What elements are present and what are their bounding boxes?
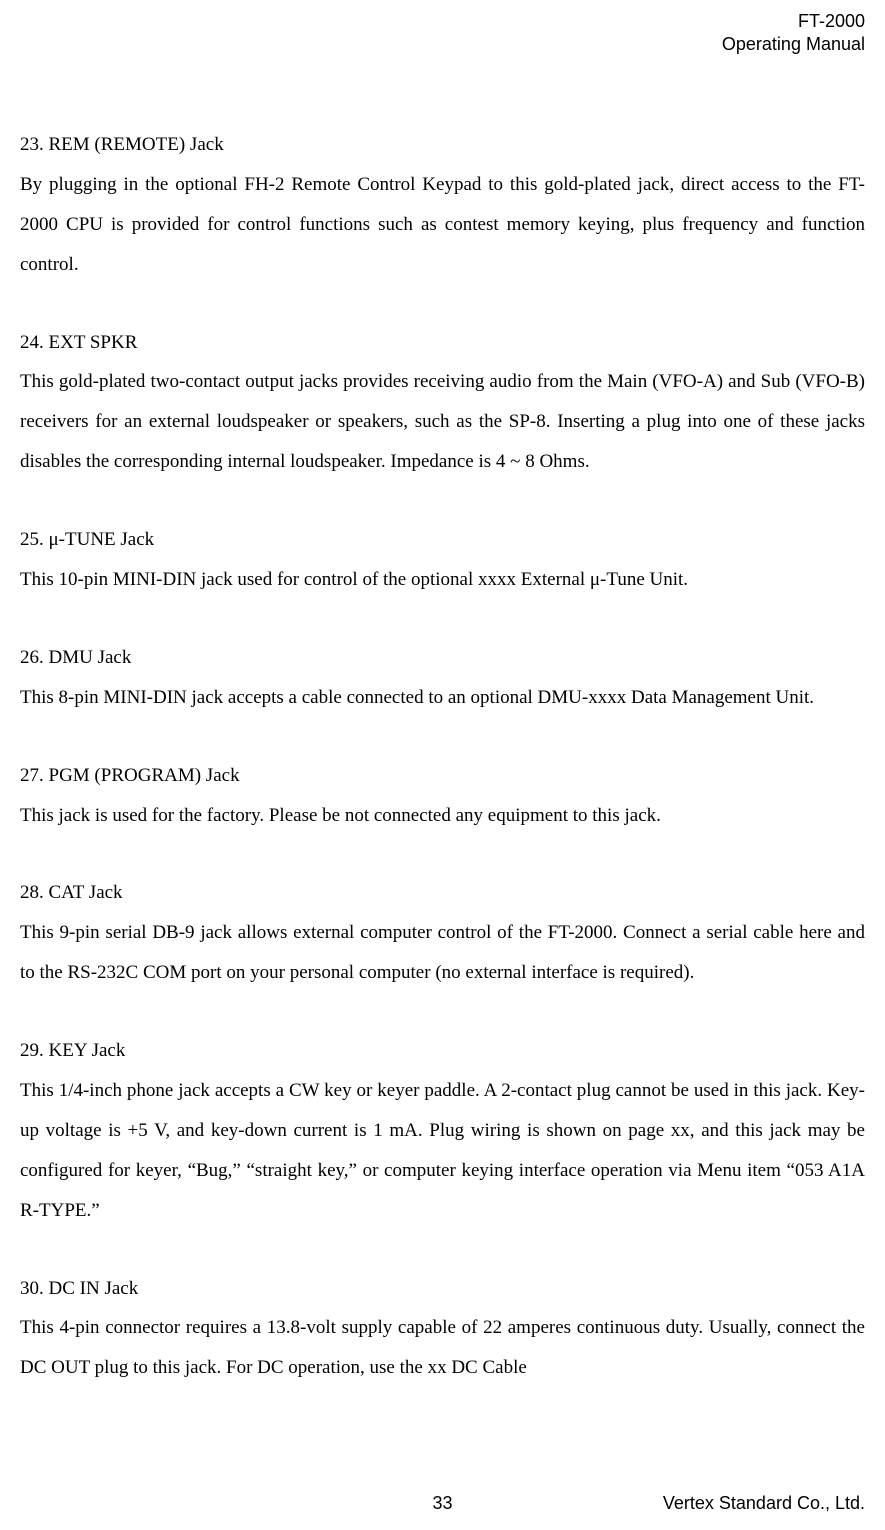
product-name: FT-2000 — [722, 10, 865, 33]
company-name: Vertex Standard Co., Ltd. — [663, 1493, 865, 1514]
section-title: 23. REM (REMOTE) Jack — [20, 125, 865, 165]
section-23: 23. REM (REMOTE) Jack By plugging in the… — [20, 125, 865, 285]
section-title: 27. PGM (PROGRAM) Jack — [20, 756, 865, 796]
section-title: 26. DMU Jack — [20, 638, 865, 678]
section-28: 28. CAT Jack This 9-pin serial DB-9 jack… — [20, 873, 865, 993]
section-27: 27. PGM (PROGRAM) Jack This jack is used… — [20, 756, 865, 836]
section-25: 25. μ-TUNE Jack This 10-pin MINI-DIN jac… — [20, 520, 865, 600]
section-26: 26. DMU Jack This 8-pin MINI-DIN jack ac… — [20, 638, 865, 718]
section-body: This 4-pin connector requires a 13.8-vol… — [20, 1308, 865, 1388]
section-title: 28. CAT Jack — [20, 873, 865, 913]
document-footer: 33 Vertex Standard Co., Ltd. — [20, 1493, 865, 1514]
section-30: 30. DC IN Jack This 4-pin connector requ… — [20, 1269, 865, 1389]
section-title: 29. KEY Jack — [20, 1031, 865, 1071]
section-body: This 1/4-inch phone jack accepts a CW ke… — [20, 1071, 865, 1231]
section-29: 29. KEY Jack This 1/4-inch phone jack ac… — [20, 1031, 865, 1230]
section-body: By plugging in the optional FH-2 Remote … — [20, 165, 865, 285]
section-body: This jack is used for the factory. Pleas… — [20, 796, 865, 836]
section-title: 25. μ-TUNE Jack — [20, 520, 865, 560]
section-body: This 10-pin MINI-DIN jack used for contr… — [20, 560, 865, 600]
section-title: 24. EXT SPKR — [20, 323, 865, 363]
section-24: 24. EXT SPKR This gold-plated two-contac… — [20, 323, 865, 483]
section-body: This 8-pin MINI-DIN jack accepts a cable… — [20, 678, 865, 718]
section-body: This gold-plated two-contact output jack… — [20, 362, 865, 482]
section-title: 30. DC IN Jack — [20, 1269, 865, 1309]
section-body: This 9-pin serial DB-9 jack allows exter… — [20, 913, 865, 993]
document-header: FT-2000 Operating Manual — [722, 10, 865, 55]
document-body: 23. REM (REMOTE) Jack By plugging in the… — [20, 125, 865, 1426]
manual-title: Operating Manual — [722, 33, 865, 56]
